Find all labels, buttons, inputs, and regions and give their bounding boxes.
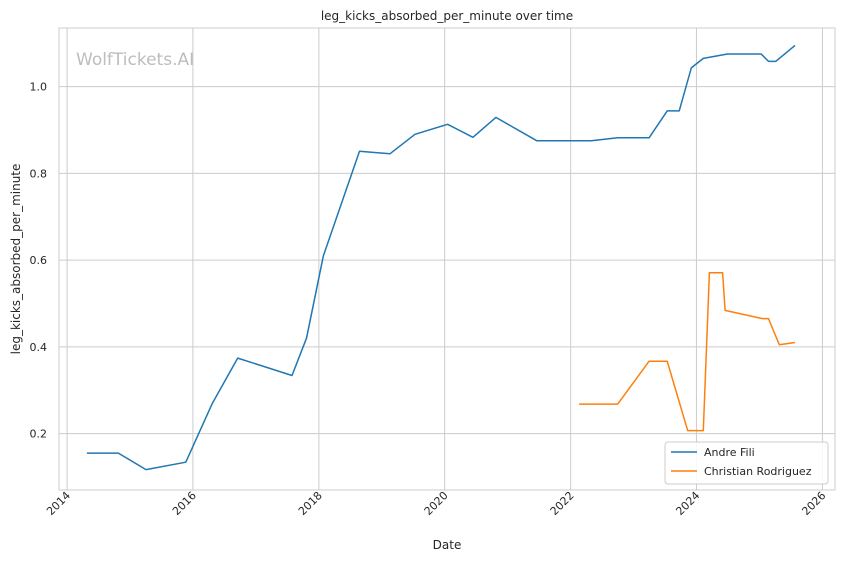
chart-title: leg_kicks_absorbed_per_minute over time [321,9,573,23]
x-tick-label: 2026 [799,489,828,518]
y-axis-label: leg_kicks_absorbed_per_minute [9,164,23,355]
x-axis-label: Date [433,538,462,552]
series-line-christian-rodriguez [579,271,796,432]
x-tick-label: 2022 [548,489,577,518]
x-tick-label: 2016 [170,489,199,518]
legend-box [664,441,829,485]
y-tick-label: 0.8 [30,167,48,180]
grid [59,28,835,490]
x-tick-label: 2018 [296,489,325,518]
y-tick-labels: 0.2 0.4 0.6 0.8 1.0 [30,81,48,441]
y-tick-label: 0.4 [30,341,48,354]
x-tick-label: 2024 [673,489,702,518]
x-tick-labels: 2014 2016 2018 2020 2022 2024 2026 [44,489,828,518]
legend-label-christian-rodriguez: Christian Rodriguez [704,465,812,478]
y-tick-label: 0.2 [30,428,48,441]
x-tick-label: 2020 [422,489,451,518]
series-lines [86,44,796,471]
y-tick-label: 0.6 [30,254,48,267]
x-tick-label: 2014 [44,489,73,518]
y-tick-label: 1.0 [30,81,48,94]
legend: Andre Fili Christian Rodriguez [664,441,829,485]
watermark: WolfTickets.AI [76,50,194,70]
plot-frame [58,27,836,491]
series-line-andre-fili [86,44,796,471]
legend-label-andre-fili: Andre Fili [704,446,755,459]
